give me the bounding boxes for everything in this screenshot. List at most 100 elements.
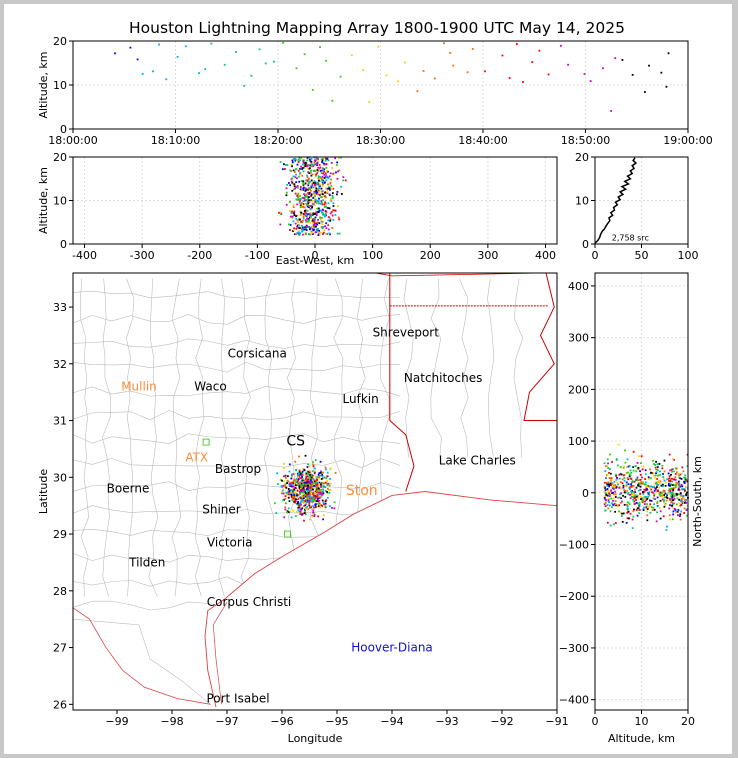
lightning-source	[294, 499, 297, 502]
time-altitude-point	[567, 63, 569, 66]
north-south-point	[627, 510, 630, 513]
east-west-point	[305, 227, 308, 230]
lightning-source	[281, 479, 283, 482]
time-altitude-point	[243, 84, 246, 87]
north-south-point	[683, 498, 685, 501]
east-west-point	[313, 219, 316, 222]
east-west-point	[307, 226, 310, 229]
east-west-point	[325, 174, 328, 177]
east-west-point	[313, 192, 316, 195]
north-south-point	[641, 468, 644, 471]
east-west-point	[312, 203, 315, 205]
north-south-point	[609, 482, 612, 485]
north-south-point	[674, 478, 677, 481]
plan-view-frame	[72, 272, 558, 711]
north-south-point	[606, 488, 609, 490]
lightning-source	[284, 474, 287, 477]
north-south-point	[666, 478, 669, 481]
north-south-point	[644, 473, 647, 476]
time-altitude-point	[560, 44, 562, 47]
east-west-point	[304, 161, 307, 164]
east-west-point	[295, 167, 298, 170]
north-south-point	[613, 502, 616, 505]
north-south-point	[621, 482, 624, 485]
time-altitude-point	[466, 71, 469, 74]
lightning-source	[314, 503, 317, 506]
city-label: Corsicana	[228, 347, 287, 361]
county-line	[102, 278, 112, 597]
north-south-point	[628, 488, 631, 491]
east-west-point	[332, 187, 335, 190]
north-south-point	[621, 520, 624, 523]
time-altitude-point	[362, 69, 364, 71]
lightning-source	[299, 513, 302, 516]
lightning-source	[289, 484, 292, 487]
lightning-source	[284, 506, 287, 509]
east-west-point	[300, 165, 303, 168]
north-south-point	[660, 491, 663, 494]
north-south-point	[679, 504, 682, 507]
lightning-source	[304, 508, 307, 510]
east-west-point	[308, 187, 310, 189]
lightning-source	[277, 483, 279, 485]
north-south-point	[632, 495, 635, 498]
north-south-point	[610, 478, 613, 481]
east-west-point	[311, 181, 314, 184]
east-west-point	[305, 213, 308, 216]
lightning-source	[302, 494, 305, 497]
lightning-source	[305, 476, 308, 479]
east-west-point	[290, 163, 293, 166]
north-south-point	[685, 501, 688, 504]
lightning-source	[290, 494, 293, 497]
lightning-source	[311, 507, 314, 510]
lightning-source	[290, 493, 292, 496]
north-south-point	[669, 490, 671, 492]
east-west-point	[299, 206, 302, 209]
north-south-point	[625, 471, 628, 474]
lightning-source	[306, 483, 308, 486]
north-south-point	[633, 502, 636, 505]
east-west-point	[306, 218, 309, 221]
north-south-point	[616, 481, 619, 484]
north-south-point	[663, 505, 666, 508]
histogram-annotation: 2,758 src	[612, 234, 649, 243]
city-label: Port Isabel	[206, 692, 269, 706]
lightning-source	[306, 480, 309, 483]
north-south-point	[676, 493, 679, 496]
east-west-point	[317, 234, 320, 236]
lightning-source	[288, 500, 291, 503]
east-west-point	[296, 219, 299, 222]
lightning-source	[299, 508, 302, 511]
histogram-axis-tick-label: 0	[592, 249, 599, 262]
county-line	[126, 278, 135, 597]
north-south-point	[626, 508, 629, 510]
north-south-point	[613, 523, 615, 526]
north-south-point	[678, 484, 681, 487]
lightning-source	[307, 490, 310, 492]
lightning-source	[320, 504, 323, 507]
lightning-source	[307, 470, 310, 473]
north-south-point	[680, 477, 683, 480]
east-west-point	[323, 206, 326, 209]
east-west-point	[317, 158, 319, 160]
lightning-source	[307, 484, 309, 487]
north-south-point	[635, 465, 637, 467]
north-south-point	[657, 490, 659, 492]
north-south-point	[654, 487, 657, 490]
north-south-point	[646, 491, 649, 494]
lightning-source	[305, 473, 307, 476]
east-west-point	[324, 191, 327, 194]
east-west-point	[332, 172, 335, 175]
lightning-source	[314, 491, 317, 494]
lightning-source	[303, 490, 306, 493]
north-south-point	[668, 488, 671, 490]
east-west-point	[317, 170, 319, 172]
east-west-point	[344, 179, 347, 182]
east-west-point	[317, 211, 320, 213]
east-west-point	[332, 205, 335, 207]
north-south-point	[620, 497, 622, 500]
north-south-point	[611, 492, 613, 495]
lightning-source	[308, 500, 311, 502]
lightning-source	[318, 502, 321, 505]
city-label: ATX	[185, 450, 208, 464]
